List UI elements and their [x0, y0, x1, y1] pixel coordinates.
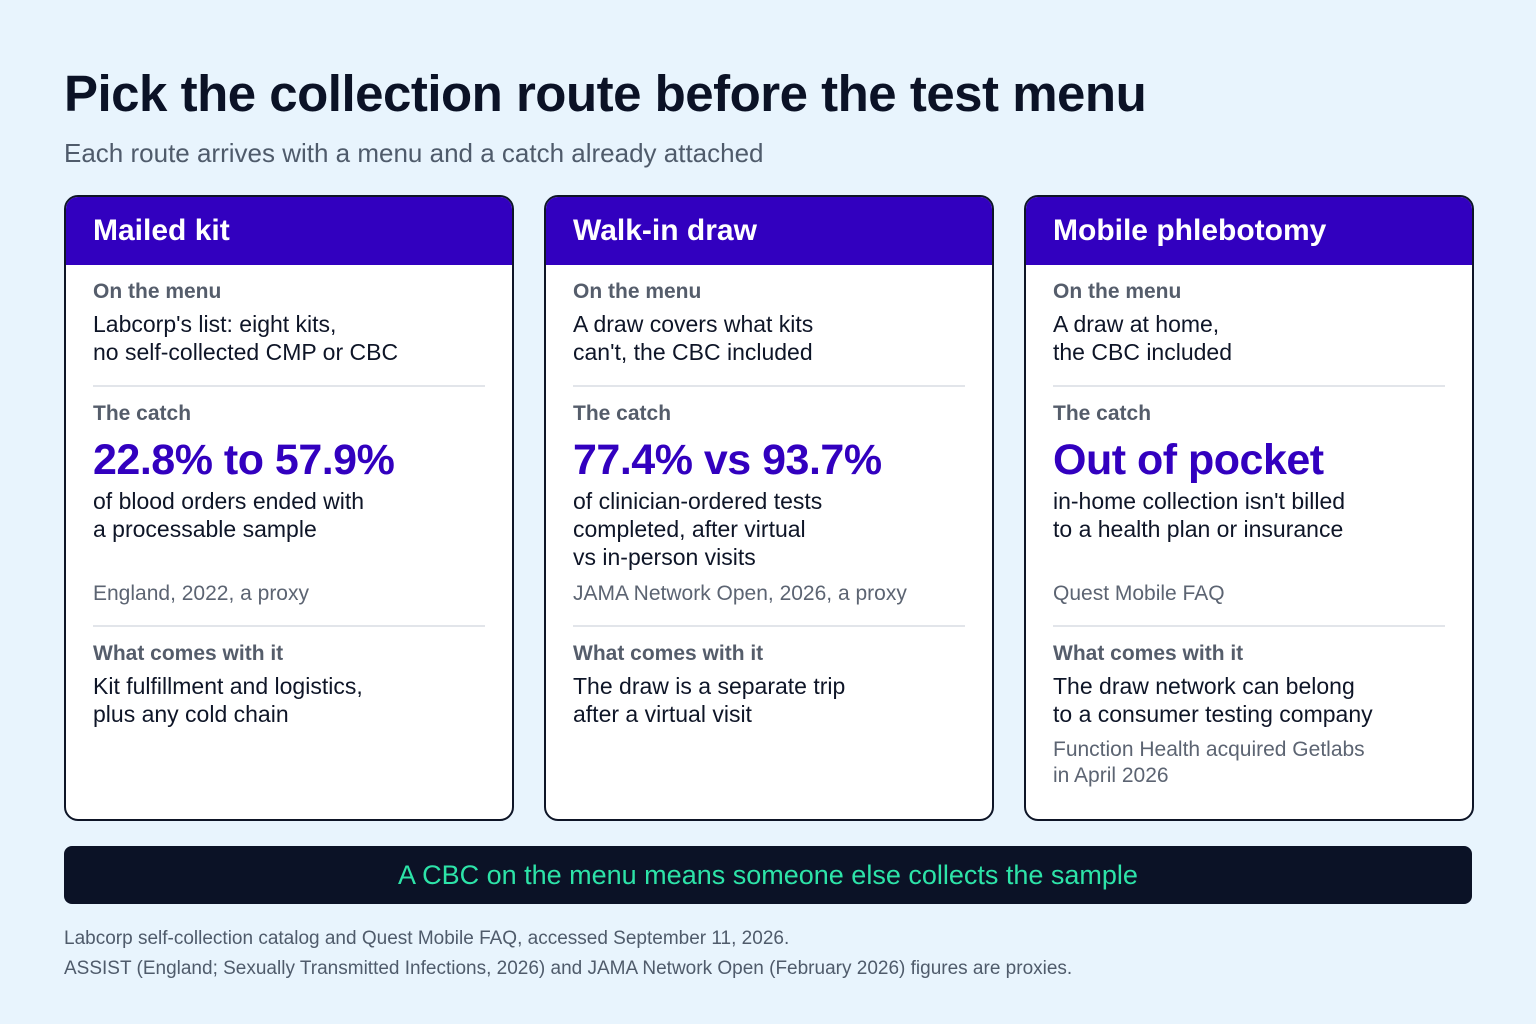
divider — [93, 625, 485, 627]
divider — [1053, 625, 1445, 627]
catch-label: The catch — [1053, 402, 1152, 425]
catch-source: Quest Mobile FAQ — [1053, 582, 1225, 605]
card-heading: Mailed kit — [66, 197, 512, 265]
comes-text: Kit fulfillment and logistics, plus any … — [93, 673, 363, 727]
menu-text: A draw at home, the CBC included — [1053, 311, 1232, 365]
menu-label: On the menu — [573, 280, 702, 303]
catch-text: of blood orders ended with a processable… — [93, 488, 365, 542]
divider — [93, 385, 485, 387]
card-heading: Mobile phlebotomy — [1026, 197, 1472, 265]
catch-text: in-home collection isn't billed to a hea… — [1053, 488, 1346, 542]
comes-text: The draw network can belong to a consume… — [1053, 673, 1373, 727]
card-mobile-phlebotomy: Mobile phlebotomy On the menu A draw at … — [1024, 195, 1474, 821]
comes-label: What comes with it — [573, 642, 764, 665]
menu-label: On the menu — [93, 280, 222, 303]
catch-source: JAMA Network Open, 2026, a proxy — [573, 582, 907, 605]
comes-note: Function Health acquired Getlabs in Apri… — [1053, 738, 1365, 787]
page-subtitle: Each route arrives with a menu and a cat… — [64, 138, 764, 168]
divider — [573, 625, 965, 627]
catch-text: of clinician-ordered tests completed, af… — [573, 488, 823, 570]
divider — [573, 385, 965, 387]
footnote: ASSIST (England; Sexually Transmitted In… — [64, 958, 1073, 979]
catch-figure: Out of pocket — [1053, 436, 1324, 484]
card-mailed-kit: Mailed kit On the menu Labcorp's list: e… — [64, 195, 514, 821]
menu-text: Labcorp's list: eight kits, no self-coll… — [93, 311, 399, 365]
catch-figure: 22.8% to 57.9% — [93, 436, 395, 484]
comes-label: What comes with it — [93, 642, 284, 665]
catch-source: England, 2022, a proxy — [93, 582, 309, 605]
menu-text: A draw covers what kits can't, the CBC i… — [573, 311, 814, 365]
footnote: Labcorp self-collection catalog and Ques… — [64, 928, 790, 949]
card-walk-in-draw: Walk-in draw On the menu A draw covers w… — [544, 195, 994, 821]
card-heading: Walk-in draw — [546, 197, 992, 265]
catch-label: The catch — [93, 402, 192, 425]
catch-label: The catch — [573, 402, 672, 425]
catch-figure: 77.4% vs 93.7% — [573, 436, 882, 484]
divider — [1053, 385, 1445, 387]
comes-label: What comes with it — [1053, 642, 1244, 665]
menu-label: On the menu — [1053, 280, 1182, 303]
page-title: Pick the collection route before the tes… — [64, 65, 1147, 122]
comes-text: The draw is a separate trip after a virt… — [573, 673, 846, 727]
takeaway-banner: A CBC on the menu means someone else col… — [64, 846, 1472, 904]
